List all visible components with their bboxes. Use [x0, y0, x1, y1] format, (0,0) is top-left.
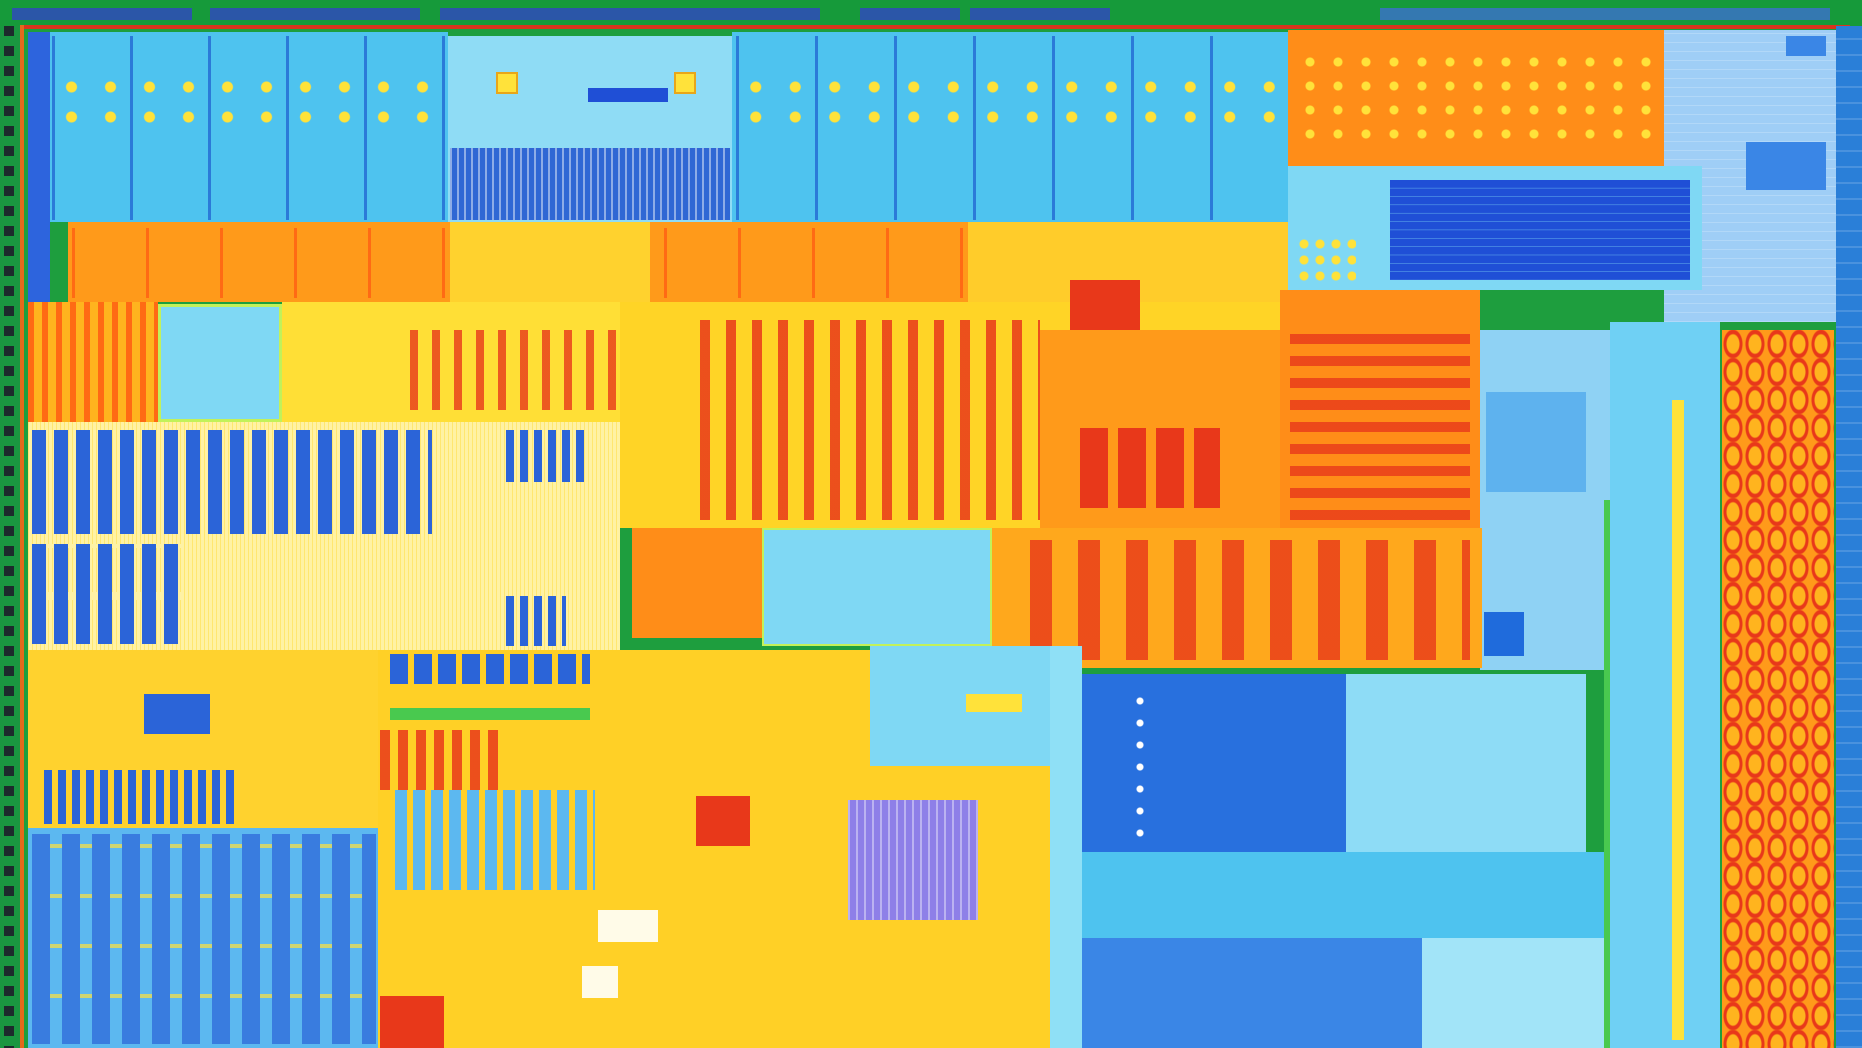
central-cyan-column	[870, 646, 1052, 766]
central-logic-red-stripes	[700, 320, 1040, 520]
core-array-left-edge	[28, 32, 50, 302]
core-yellow-dots-left	[52, 72, 446, 132]
lower-middle-green-bar	[390, 708, 590, 720]
mid-left-orange-stripes	[28, 302, 158, 422]
right-pale-blue-dark	[1486, 392, 1586, 492]
die-edge-line-left	[20, 25, 24, 1048]
pad-block	[1380, 8, 1830, 20]
pad-block	[440, 8, 820, 20]
lower-left-blue-squares	[144, 694, 210, 734]
left-pad-column	[0, 26, 20, 1048]
right-pale-blue-square	[1484, 612, 1524, 656]
right-strip-column	[1610, 322, 1720, 1048]
center-top-block-icon	[496, 72, 518, 94]
far-right-orange-column	[1722, 330, 1834, 1048]
right-edge-column	[1836, 26, 1862, 1048]
llc-cache-blue-bars-right	[506, 430, 586, 482]
mid-cyan-block	[762, 528, 992, 646]
lower-middle-white-patch	[582, 966, 618, 998]
lower-middle-blue-grid	[395, 790, 595, 890]
gpu-deep-blue-block	[1082, 674, 1346, 852]
mid-orange-block-left	[632, 528, 762, 638]
right-strip-yellow-marks	[1672, 400, 1692, 1040]
pad-block	[12, 8, 192, 20]
mid-left-cyan-block	[158, 304, 282, 422]
gpu-lower-light	[1422, 938, 1610, 1048]
cyan-slot-yellow-dots	[1296, 236, 1356, 286]
llc-cache-blue-bars	[32, 430, 432, 534]
llc-cache-blue-bars	[32, 544, 182, 644]
top-right-orange-detail	[1296, 50, 1656, 150]
gpu-dots	[1130, 690, 1150, 850]
mid-orange-red-bars	[1030, 540, 1470, 660]
mid-left-red-bits	[410, 330, 650, 410]
right-orange-logic-red	[1290, 330, 1470, 520]
gpu-lower-blue	[1082, 938, 1422, 1048]
gpu-left-strip	[1050, 646, 1082, 1048]
lower-middle-blue-bars	[390, 654, 590, 684]
top-right-pale-blue-rect	[1786, 36, 1826, 56]
gpu-light-blue-block	[1346, 674, 1586, 852]
central-logic-red-blocks	[1080, 428, 1220, 508]
pad-block	[210, 8, 420, 20]
pad-block	[860, 8, 960, 20]
core-yellow-dots-right	[736, 72, 1288, 132]
central-cyan-yellow	[966, 694, 1022, 712]
lower-middle-red-block	[380, 996, 444, 1048]
pad-block	[970, 8, 1110, 20]
llc-cache-blue-bars-right	[506, 596, 566, 646]
center-top-block-bar	[588, 88, 668, 102]
lower-left-blue-cells	[32, 834, 376, 1044]
gpu-cyan-band	[1082, 852, 1610, 938]
center-top-block-icon	[674, 72, 696, 94]
top-pad-strip	[0, 0, 1862, 26]
die-edge-line	[20, 25, 1850, 29]
cyan-slot-marks	[1390, 180, 1690, 280]
lower-middle-white-patch	[598, 910, 658, 942]
lower-left-blue-pattern	[44, 770, 234, 824]
lower-middle-purple-block	[848, 800, 978, 920]
lower-middle-red-bits	[380, 730, 500, 790]
gpu-green-edge	[1604, 500, 1610, 1048]
top-right-pale-blue-rect	[1746, 142, 1826, 190]
center-top-block-lower	[450, 148, 730, 220]
lower-middle-red-block	[696, 796, 750, 846]
yellow-band-mid	[450, 222, 650, 302]
